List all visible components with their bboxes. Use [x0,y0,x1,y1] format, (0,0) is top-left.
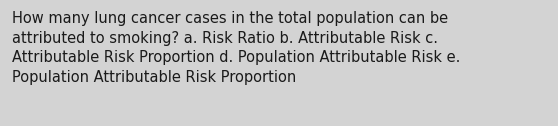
Text: How many lung cancer cases in the total population can be
attributed to smoking?: How many lung cancer cases in the total … [12,11,461,85]
